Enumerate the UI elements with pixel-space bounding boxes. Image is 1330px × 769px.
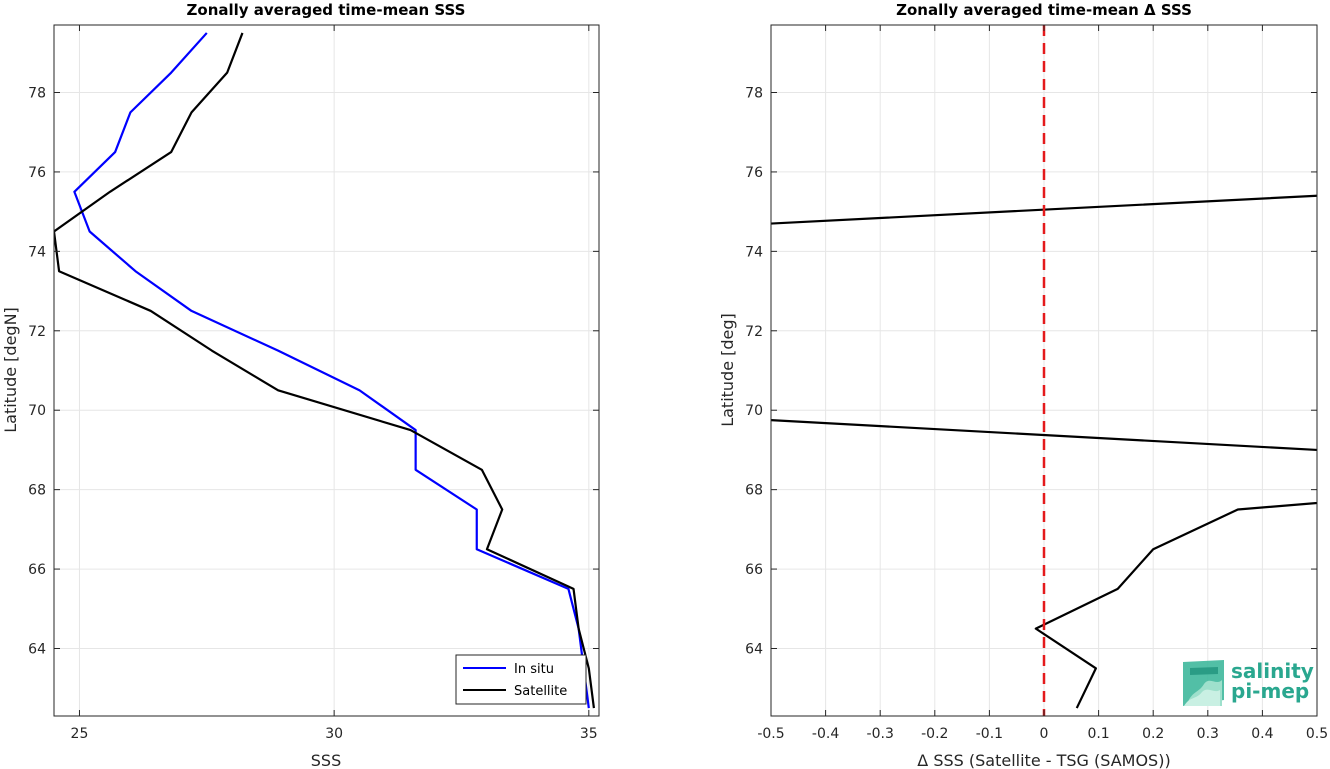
right-series-line-1 (771, 194, 1317, 709)
right-chart: -0.5 -0.4 -0.3 -0.2 -0.1 0 0.1 0.2 0.3 0.4 0.5 64 66… (718, 1, 1328, 769)
left-plot-area (54, 25, 599, 716)
right-x-tick-label: 0.5 (1306, 726, 1328, 742)
left-y-tick-label: 68 (28, 483, 46, 499)
right-y-tick-label: 78 (745, 86, 763, 102)
right-y-tick-label: 70 (745, 403, 763, 419)
left-chart-title: Zonally averaged time-mean SSS (187, 1, 466, 19)
right-y-tick-label: 64 (745, 641, 763, 657)
left-series-line-in-situ (73, 32, 590, 709)
left-grid (54, 25, 599, 716)
legend-label-satellite: Satellite (514, 684, 567, 699)
wave-icon (1183, 660, 1224, 706)
left-y-tick-label: 72 (28, 324, 46, 340)
right-y-tick-label: 66 (745, 562, 763, 578)
logo-text-pi-mep: pi-mep (1231, 679, 1309, 703)
right-x-tick-label: -0.4 (812, 726, 839, 742)
left-x-axis-label: SSS (311, 751, 341, 769)
left-y-tick-label: 70 (28, 403, 46, 419)
right-x-tick-label: -0.5 (757, 726, 784, 742)
left-axes-box (53, 24, 600, 717)
right-y-tick-label: 72 (745, 324, 763, 340)
right-y-tick-label: 76 (745, 165, 763, 181)
left-chart: 25 30 35 64 66 68 70 72 74 76 78 Zonally averaged … (1, 1, 600, 769)
right-x-tick-label: 0.3 (1197, 726, 1219, 742)
right-x-tick-label: 0.4 (1251, 726, 1273, 742)
right-x-tick-label: 0.2 (1142, 726, 1164, 742)
right-ticks: -0.5 -0.4 -0.3 -0.2 -0.1 0 0.1 0.2 0.3 0.4 0.5 64 66… (745, 25, 1328, 742)
logo-text-salinity: salinity (1231, 659, 1314, 683)
left-x-tick-label: 35 (580, 726, 598, 742)
right-chart-title: Zonally averaged time-mean Δ SSS (896, 1, 1192, 19)
left-ticks: 25 30 35 64 66 68 70 72 74 76 78 (28, 25, 599, 742)
left-y-tick-label: 76 (28, 165, 46, 181)
right-x-axis-label: Δ SSS (Satellite - TSG (SAMOS)) (917, 751, 1170, 769)
left-series-line-satellite (54, 32, 596, 709)
left-y-tick-label: 64 (28, 641, 46, 657)
left-y-tick-label: 74 (28, 244, 46, 260)
salinity-pi-mep-logo: salinity pi-mep (1183, 659, 1314, 706)
left-y-axis-label: Latitude [degN] (1, 307, 20, 433)
left-y-tick-label: 66 (28, 562, 46, 578)
right-x-tick-label: 0.1 (1087, 726, 1109, 742)
right-x-tick-label: -0.1 (976, 726, 1003, 742)
left-y-tick-label: 78 (28, 86, 46, 102)
right-x-tick-label: -0.2 (921, 726, 948, 742)
legend-box (455, 654, 587, 705)
legend-label-in-situ: In situ (514, 662, 554, 677)
right-series-group (771, 25, 1317, 716)
right-x-tick-label: -0.3 (867, 726, 894, 742)
right-y-tick-label: 68 (745, 483, 763, 499)
right-x-tick-label: 0 (1040, 726, 1049, 742)
right-y-axis-label: Latitude [deg] (718, 313, 737, 427)
left-x-tick-label: 25 (71, 726, 89, 742)
legend: In situ Satellite (455, 654, 587, 705)
left-series-group (54, 32, 596, 709)
right-y-tick-label: 74 (745, 244, 763, 260)
left-x-tick-label: 30 (325, 726, 343, 742)
